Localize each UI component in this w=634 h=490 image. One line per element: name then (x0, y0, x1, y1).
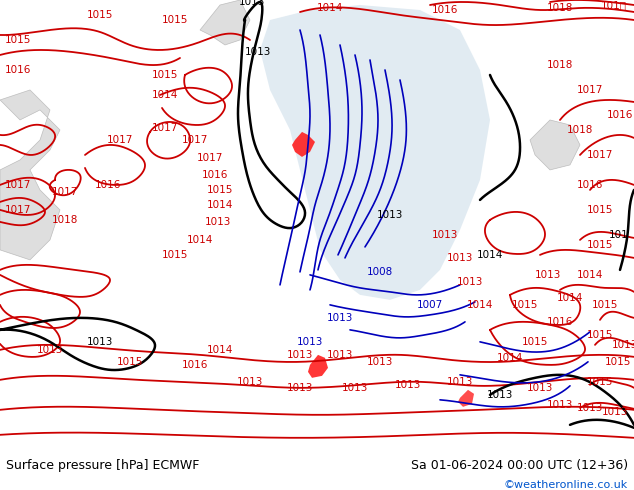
Text: 1013: 1013 (327, 313, 353, 323)
Text: 1013: 1013 (457, 277, 483, 287)
Text: 1013: 1013 (395, 380, 421, 390)
Text: 1017: 1017 (587, 150, 613, 160)
Text: 1016: 1016 (95, 180, 121, 190)
Text: 1013: 1013 (342, 383, 368, 393)
Text: 1014: 1014 (557, 293, 583, 303)
Text: 1018: 1018 (567, 125, 593, 135)
Text: 1016: 1016 (547, 317, 573, 327)
Text: 1014: 1014 (207, 200, 233, 210)
Text: 1017: 1017 (52, 187, 78, 197)
Text: 1015: 1015 (587, 205, 613, 215)
Text: 1015: 1015 (592, 300, 618, 310)
Text: 1015: 1015 (522, 337, 548, 347)
Text: 1013: 1013 (547, 400, 573, 410)
Text: 1014: 1014 (152, 90, 178, 100)
Text: 101: 101 (609, 230, 629, 240)
Text: 1013: 1013 (612, 340, 634, 350)
Text: 1015: 1015 (587, 330, 613, 340)
Text: 1014: 1014 (207, 345, 233, 355)
Text: 1015: 1015 (605, 357, 631, 367)
Text: 1017: 1017 (152, 123, 178, 133)
Text: 1013: 1013 (87, 337, 113, 347)
Text: 1016: 1016 (577, 180, 603, 190)
Text: 1015: 1015 (87, 10, 113, 20)
Polygon shape (292, 132, 315, 157)
Text: 1015: 1015 (512, 300, 538, 310)
Polygon shape (530, 120, 580, 170)
Text: 1018: 1018 (52, 215, 78, 225)
Text: Surface pressure [hPa] ECMWF: Surface pressure [hPa] ECMWF (6, 459, 200, 471)
Text: 1013: 1013 (447, 377, 473, 387)
Polygon shape (458, 390, 474, 407)
Text: 1017: 1017 (5, 205, 31, 215)
Text: 1007: 1007 (417, 300, 443, 310)
Text: 1017: 1017 (107, 135, 133, 145)
Text: 1015: 1015 (587, 377, 613, 387)
Text: 1018: 1018 (547, 60, 573, 70)
Polygon shape (200, 0, 250, 45)
Text: Sa 01-06-2024 00:00 UTC (12+36): Sa 01-06-2024 00:00 UTC (12+36) (411, 459, 628, 471)
Text: 1016: 1016 (607, 110, 633, 120)
Text: 1016: 1016 (182, 360, 208, 370)
Text: 1013: 1013 (327, 350, 353, 360)
Text: 1013: 1013 (237, 377, 263, 387)
Text: 1015: 1015 (162, 250, 188, 260)
Text: ©weatheronline.co.uk: ©weatheronline.co.uk (503, 480, 628, 490)
Text: 1013: 1013 (602, 407, 628, 417)
Text: 1017: 1017 (182, 135, 208, 145)
Text: 1016: 1016 (5, 65, 31, 75)
Polygon shape (308, 355, 328, 378)
Text: 1013: 1013 (245, 47, 271, 57)
Text: 1013: 1013 (205, 217, 231, 227)
Text: 1016: 1016 (202, 170, 228, 180)
Text: 1014: 1014 (187, 235, 213, 245)
Text: 1016: 1016 (432, 5, 458, 15)
Text: 1015: 1015 (162, 15, 188, 25)
Text: 1013: 1013 (287, 383, 313, 393)
Text: 1017: 1017 (197, 153, 223, 163)
Text: 1013: 1013 (535, 270, 561, 280)
Text: 1014: 1014 (477, 250, 503, 260)
Text: 1013: 1013 (487, 390, 513, 400)
Text: 1015: 1015 (207, 185, 233, 195)
Text: 1015: 1015 (152, 70, 178, 80)
Polygon shape (260, 5, 490, 300)
Text: 1015: 1015 (587, 240, 613, 250)
Text: 1014: 1014 (317, 3, 343, 13)
Text: 1014: 1014 (497, 353, 523, 363)
Text: 1014: 1014 (467, 300, 493, 310)
Text: 1017: 1017 (577, 85, 603, 95)
Text: 1015: 1015 (117, 357, 143, 367)
Text: 1013: 1013 (367, 357, 393, 367)
Polygon shape (0, 90, 60, 260)
Text: 1018: 1018 (547, 3, 573, 13)
Text: 1015: 1015 (5, 35, 31, 45)
Text: 1013: 1013 (297, 337, 323, 347)
Text: 1014: 1014 (577, 270, 603, 280)
Text: 1013: 1013 (239, 0, 265, 7)
Text: 1013: 1013 (527, 383, 553, 393)
Text: 1008: 1008 (367, 267, 393, 277)
Text: 1013: 1013 (447, 253, 473, 263)
Text: 1013: 1013 (377, 210, 403, 220)
Text: 101: 101 (601, 0, 627, 10)
Text: 1013: 1013 (37, 345, 63, 355)
Text: 1013: 1013 (577, 403, 603, 413)
Text: 1013: 1013 (287, 350, 313, 360)
Text: 1017: 1017 (5, 180, 31, 190)
Text: 1013: 1013 (432, 230, 458, 240)
